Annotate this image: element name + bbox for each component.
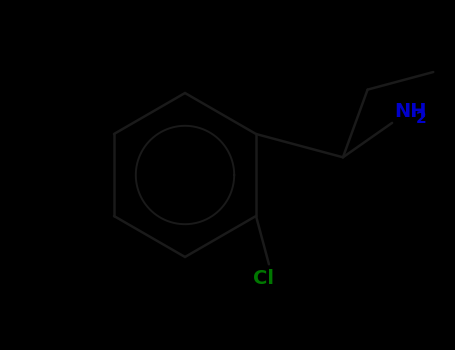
Text: 2: 2	[416, 111, 427, 126]
Text: Cl: Cl	[253, 269, 274, 288]
Text: NH: NH	[394, 102, 427, 121]
